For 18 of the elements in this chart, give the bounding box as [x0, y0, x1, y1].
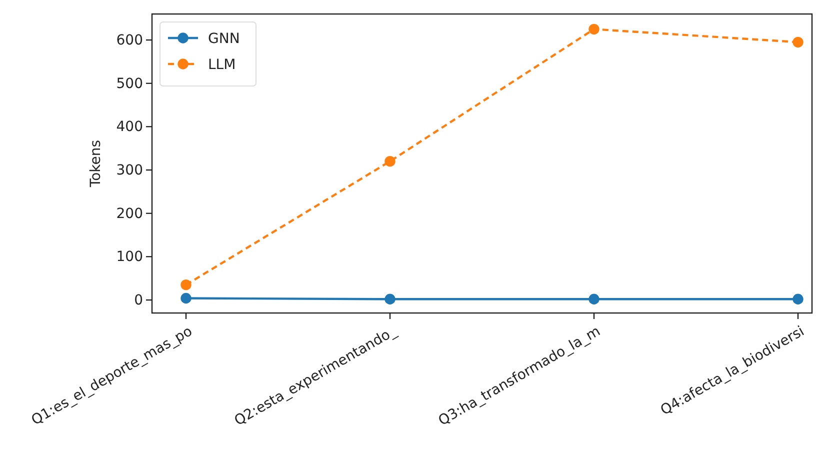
point	[792, 36, 804, 48]
y-axis-title: Tokens	[88, 140, 104, 188]
y-tick-label: 500	[116, 76, 143, 92]
y-tick-label: 100	[116, 249, 143, 266]
y-tick-label: 400	[116, 119, 143, 136]
legend-label: GNN	[208, 31, 240, 47]
point	[180, 292, 192, 304]
point	[384, 156, 396, 167]
y-tick-label: 300	[116, 162, 143, 178]
point	[792, 294, 804, 304]
y-tick-label: 200	[116, 206, 143, 222]
point	[384, 294, 396, 304]
point	[180, 279, 192, 290]
y-tick-label: 600	[116, 32, 143, 48]
legend-label: LLM	[208, 57, 236, 73]
y-tick-label: 0	[134, 292, 143, 308]
point	[588, 294, 600, 304]
point	[588, 24, 600, 35]
